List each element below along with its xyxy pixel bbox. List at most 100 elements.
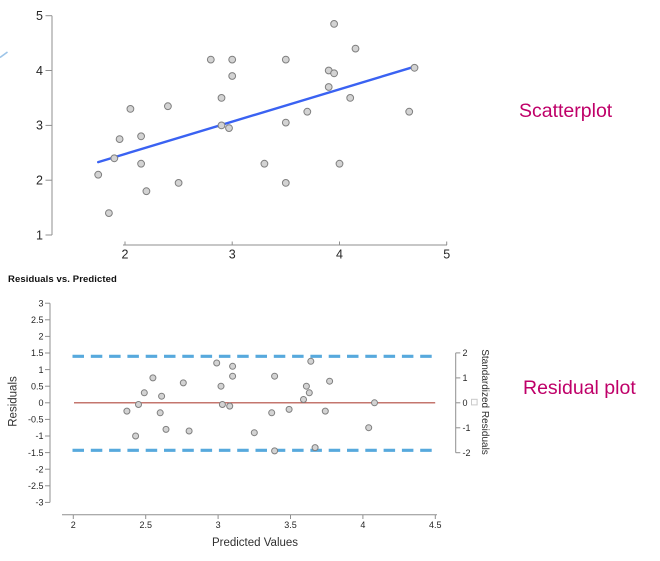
residual-x-tick-label: 4 [360,520,365,530]
data-point [229,372,237,380]
data-point [110,154,119,163]
data-point [281,55,290,64]
residual-plot-title: Residuals vs. Predicted [8,274,117,285]
data-point [228,55,237,64]
data-point [371,399,378,407]
residual-y2-tick-label: -1 [463,423,471,433]
standardized-residuals-axis-label: Standardized Residuals [479,349,490,455]
data-point [94,170,103,179]
scatter-x-tick-label: 5 [443,248,450,262]
data-point [305,389,313,397]
data-point [330,20,339,28]
data-point [135,401,142,408]
data-point [137,159,146,168]
data-point [330,69,339,78]
scatter-x-tick-label: 4 [336,248,343,262]
data-point [307,357,315,365]
residual-y-tick-label: -2.5 [28,481,44,491]
edge-artifact-mark [0,51,8,59]
data-point [162,425,170,433]
data-point [218,401,226,408]
scatter-y-tick-label: 5 [36,9,43,23]
data-point [405,107,414,116]
residuals-axis-label: Residuals [7,376,20,427]
data-point [321,407,329,415]
legend-marker-square [471,398,478,406]
residual-y-tick-label: -3 [35,498,43,508]
data-point [217,382,225,390]
data-point [229,362,237,370]
data-point [303,107,312,116]
data-point [300,396,307,403]
residual-y-tick-label: 2.5 [31,315,44,325]
data-point [185,427,193,435]
data-point [260,159,269,168]
scatterplot-annotation: Scatterplot [519,100,613,122]
data-point [217,121,226,130]
data-point [410,63,419,72]
residual-x-tick-label: 2 [71,520,76,530]
data-point [217,94,226,102]
data-point [271,447,279,455]
data-point [137,132,146,141]
regression-line [96,65,416,164]
residual-y-tick-label: 0.5 [31,381,44,391]
scatter-x-tick-label: 2 [122,248,129,262]
residual-x-tick-label: 3 [216,520,221,530]
data-point [140,389,148,397]
data-point [174,179,183,187]
residual-y2-tick-label: -2 [463,448,471,458]
data-point [164,102,172,111]
data-point [324,83,333,91]
residual-y2-tick-label: 0 [463,398,468,408]
scatter-y-tick-label: 3 [36,119,43,133]
data-point [105,209,113,218]
data-point [179,379,187,387]
residual-x-tick-label: 4.5 [429,520,442,530]
predicted-values-axis-label: Predicted Values [211,537,299,549]
scatter-y-tick-label: 2 [36,174,43,188]
data-point [281,118,290,127]
residual-x-tick-label: 2.5 [139,520,152,530]
scatter-y-tick-label: 4 [36,64,43,78]
residual-y-tick-label: 1.5 [31,348,44,358]
data-point [250,429,258,437]
data-point [142,187,151,196]
data-point [225,124,233,133]
residual-y-tick-label: -2 [35,464,43,474]
data-point [132,432,140,440]
residual-y-tick-label: -1.5 [28,448,44,458]
scatter-x-tick-label: 3 [229,248,236,262]
data-point [268,409,276,417]
data-point [115,135,124,144]
data-point [123,407,131,415]
data-point [351,44,360,53]
data-point [149,374,157,382]
data-point [281,179,290,187]
data-point [302,382,310,390]
residual-y-tick-label: 2 [38,332,43,342]
data-point [335,159,344,168]
data-point [206,55,215,64]
residual-x-tick-label: 3.5 [284,520,297,530]
data-point [311,444,319,452]
data-point [285,405,293,413]
residual-y2-tick-label: 2 [463,348,468,358]
data-point [228,72,237,80]
residual-y-tick-label: 3 [38,298,43,308]
residual-plot-annotation: Residual plot [523,377,636,399]
data-point [226,402,234,410]
residual-y-tick-label: -1 [35,431,43,441]
residual-y-tick-label: 0 [38,398,43,408]
data-point [365,424,373,432]
data-point [271,372,279,380]
residual-y-tick-label: -0.5 [28,415,44,425]
residual-y2-tick-label: 1 [463,373,468,383]
data-point [213,359,221,367]
residual-y-tick-label: 1 [38,365,43,375]
data-point [158,392,166,400]
data-point [156,409,164,417]
data-point [346,94,355,102]
